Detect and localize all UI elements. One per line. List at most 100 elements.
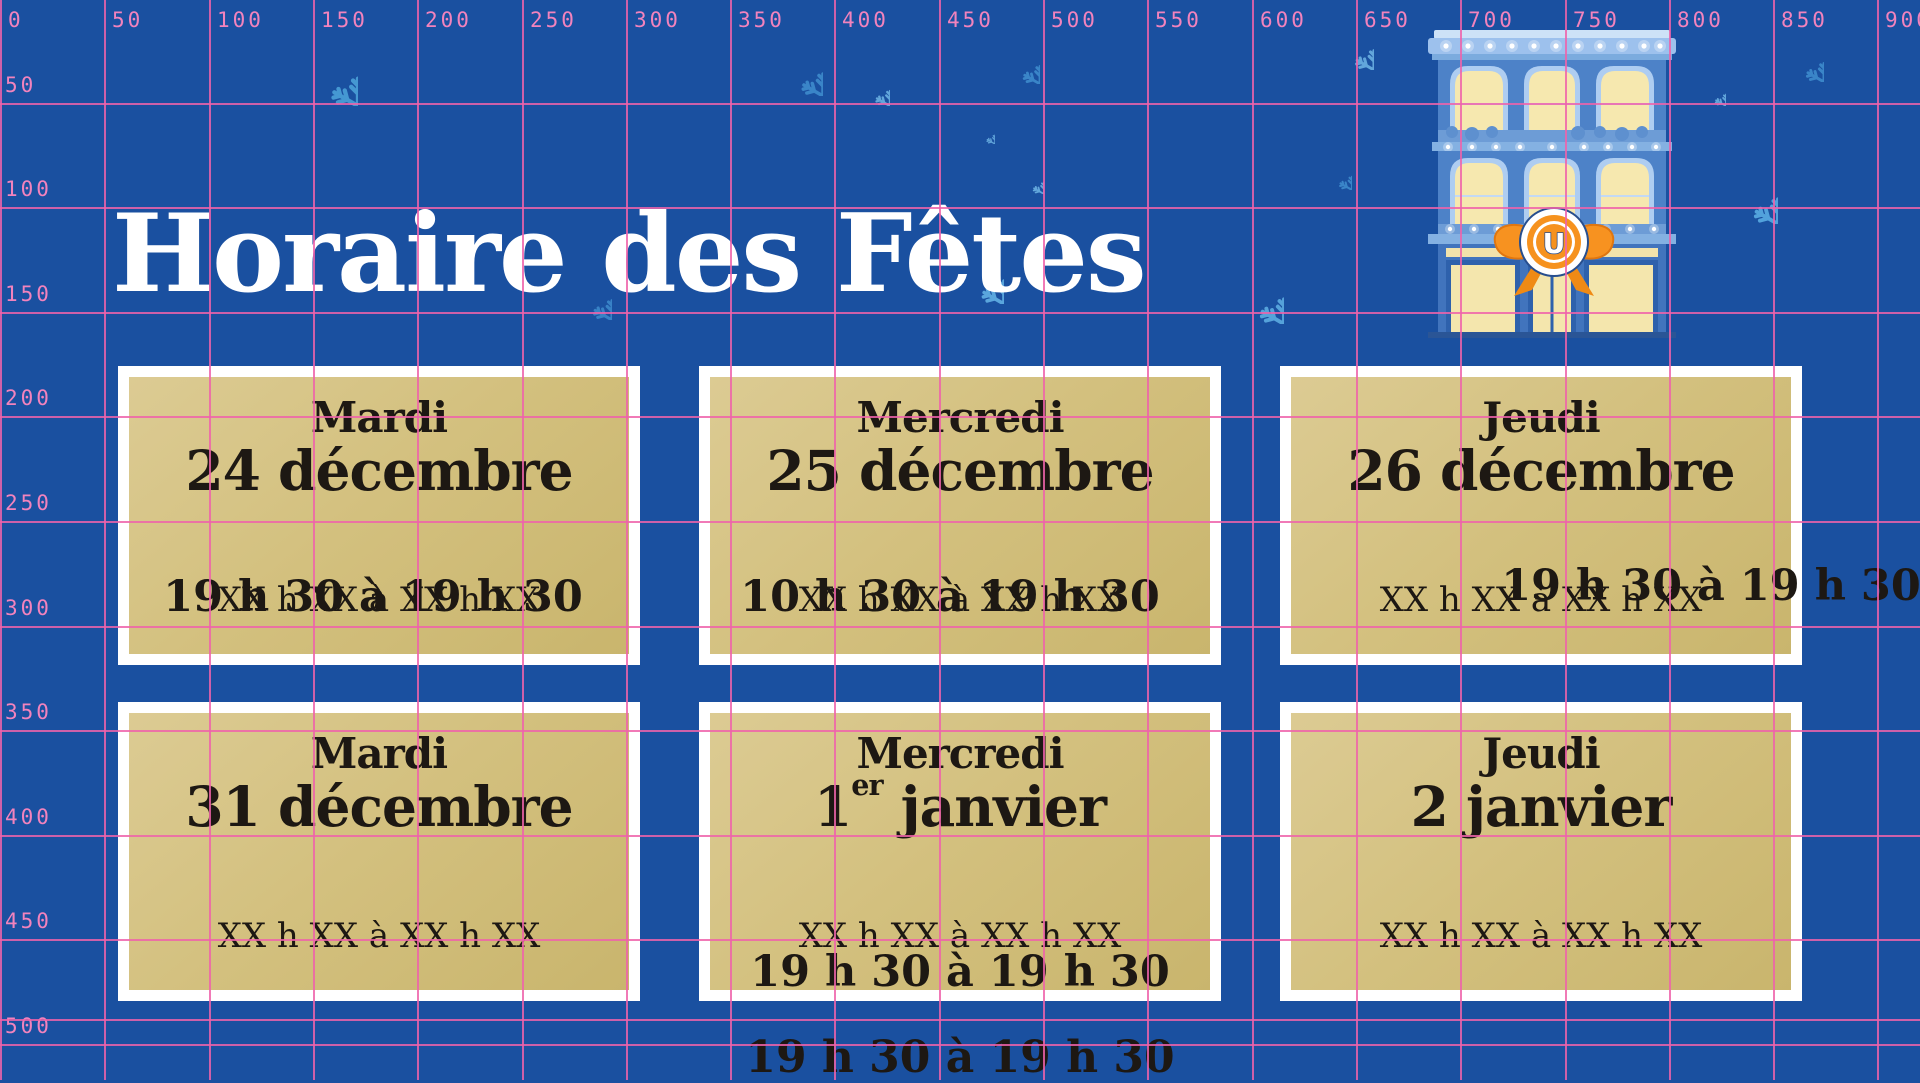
grid-label-y: 100	[5, 177, 52, 201]
card-panel: Jeudi 26 décembre XX h XX à XX h XX	[1291, 377, 1791, 654]
grid-label-y: 300	[5, 596, 52, 620]
schedule-card-1-jan: Mercredi 1er janvier XX h XX à XX h XX 1…	[699, 702, 1221, 1001]
grid-line-vertical	[313, 0, 315, 1080]
grid-label-x: 350	[738, 8, 785, 32]
building-roof-trim	[1434, 30, 1670, 39]
grid-label-y: 50	[5, 73, 37, 97]
card-panel: Mardi 24 décembre XX h XX à XX h XX 19 h…	[129, 377, 629, 654]
grid-line-horizontal	[0, 626, 1920, 628]
roof-lights	[1440, 40, 1666, 52]
grid-line-vertical	[1565, 0, 1567, 1080]
card-date-month: janvier	[882, 774, 1107, 839]
grid-label-x: 800	[1677, 8, 1724, 32]
grid-line-vertical	[1669, 0, 1671, 1080]
grid-line-vertical	[0, 0, 2, 1080]
schedule-card-2-jan: Jeudi 2 janvier XX h XX à XX h XX	[1280, 702, 1802, 1001]
grid-label-x: 200	[425, 8, 472, 32]
schedule-card-24-dec: Mardi 24 décembre XX h XX à XX h XX 19 h…	[118, 366, 640, 665]
card-panel: Mardi 31 décembre XX h XX à XX h XX	[129, 713, 629, 990]
grid-line-vertical	[209, 0, 211, 1080]
grid-label-x: 0	[8, 8, 24, 32]
grid-line-horizontal	[0, 103, 1920, 105]
card-time-value: 19 h 30 à 19 h 30	[163, 572, 583, 622]
grid-line-horizontal	[0, 521, 1920, 523]
grid-line-horizontal	[0, 835, 1920, 837]
grid-line-vertical	[522, 0, 524, 1080]
u-logo-medallion: U	[1519, 207, 1589, 277]
grid-label-x: 150	[321, 8, 368, 32]
grid-label-y: 400	[5, 805, 52, 829]
schedule-card-25-dec: Mercredi 25 décembre XX h XX à XX h XX 1…	[699, 366, 1221, 665]
card-time-placeholder: XX h XX à XX h XX	[798, 580, 1122, 620]
grid-line-vertical	[1877, 0, 1879, 1080]
grid-label-x: 450	[947, 8, 994, 32]
grid-label-x: 100	[217, 8, 264, 32]
card-time-value: 19 h 30 à 19 h 30	[750, 947, 1170, 997]
card-date-ordinal: er	[851, 767, 883, 802]
schedule-card-26-dec: Jeudi 26 décembre XX h XX à XX h XX 19 h…	[1280, 366, 1920, 665]
grid-label-y: 150	[5, 282, 52, 306]
grid-label-x: 500	[1051, 8, 1098, 32]
grid-line-vertical	[1773, 0, 1775, 1080]
grid-line-horizontal	[0, 730, 1920, 732]
card-time-value: 19 h 30 à 19 h 30	[1501, 561, 1920, 611]
grid-label-x: 600	[1260, 8, 1307, 32]
grid-label-y: 350	[5, 700, 52, 724]
card-panel: Jeudi 2 janvier XX h XX à XX h XX	[1291, 713, 1791, 990]
grid-label-x: 900	[1885, 8, 1920, 32]
grid-line-vertical	[417, 0, 419, 1080]
grid-label-x: 300	[634, 8, 681, 32]
grid-line-horizontal	[0, 416, 1920, 418]
card-panel: Mercredi 25 décembre XX h XX à XX h XX 1…	[710, 377, 1210, 654]
grid-line-vertical	[1043, 0, 1045, 1080]
schedule-card-31-dec: Mardi 31 décembre XX h XX à XX h XX	[118, 702, 640, 1001]
artboard-edge-line	[0, 1019, 1920, 1021]
card-date: 31 décembre	[185, 774, 573, 839]
card-panel: Mercredi 1er janvier XX h XX à XX h XX 1…	[710, 713, 1210, 994]
card-time-placeholder: XX h XX à XX h XX	[217, 580, 541, 620]
card-time-placeholder: XX h XX à XX h XX	[1379, 916, 1703, 956]
grid-line-vertical	[104, 0, 106, 1080]
card-date: 24 décembre	[185, 438, 573, 503]
grid-line-horizontal	[0, 1044, 1920, 1046]
grid-label-x: 250	[530, 8, 577, 32]
grid-line-vertical	[1252, 0, 1254, 1080]
card-day: Mercredi	[856, 729, 1064, 778]
grid-label-x: 850	[1781, 8, 1828, 32]
ledge-lights	[1443, 142, 1661, 152]
card-date-number: 1	[813, 774, 852, 839]
grid-label-y: 200	[5, 386, 52, 410]
grid-line-horizontal	[0, 207, 1920, 209]
card-time-placeholder: XX h XX à XX h XX	[1379, 580, 1703, 620]
card-date: 25 décembre	[766, 438, 1154, 503]
grid-label-x: 750	[1573, 8, 1620, 32]
card-day: Mardi	[310, 729, 448, 778]
grid-label-x: 700	[1468, 8, 1515, 32]
grid-line-vertical	[626, 0, 628, 1080]
card-time-value: 10 h 30 à 19 h 30	[740, 572, 1160, 622]
overflow-time-text: 19 h 30 à 19 h 30	[745, 1032, 1175, 1083]
grid-label-y: 250	[5, 491, 52, 515]
grid-label-x: 400	[842, 8, 889, 32]
card-date: 1er janvier	[710, 769, 1210, 839]
grid-line-vertical	[1460, 0, 1462, 1080]
card-date: 2 janvier	[1410, 774, 1673, 839]
page-title: Horaire des Fêtes	[112, 191, 1147, 318]
grid-line-vertical	[1147, 0, 1149, 1080]
grid-label-y: 450	[5, 909, 52, 933]
grid-line-horizontal	[0, 312, 1920, 314]
grid-label-x: 550	[1155, 8, 1202, 32]
grid-label-x: 50	[112, 8, 144, 32]
store-building-illustration: U	[1428, 30, 1676, 338]
card-time-placeholder: XX h XX à XX h XX	[217, 916, 541, 956]
grid-line-vertical	[834, 0, 836, 1080]
grid-line-vertical	[730, 0, 732, 1080]
grid-label-x: 650	[1364, 8, 1411, 32]
card-time-placeholder: XX h XX à XX h XX	[798, 916, 1122, 956]
grid-line-vertical	[1356, 0, 1358, 1080]
grid-line-vertical	[939, 0, 941, 1080]
grid-line-horizontal	[0, 939, 1920, 941]
card-day: Jeudi	[1482, 729, 1600, 778]
u-logo-letter: U	[1543, 227, 1566, 260]
